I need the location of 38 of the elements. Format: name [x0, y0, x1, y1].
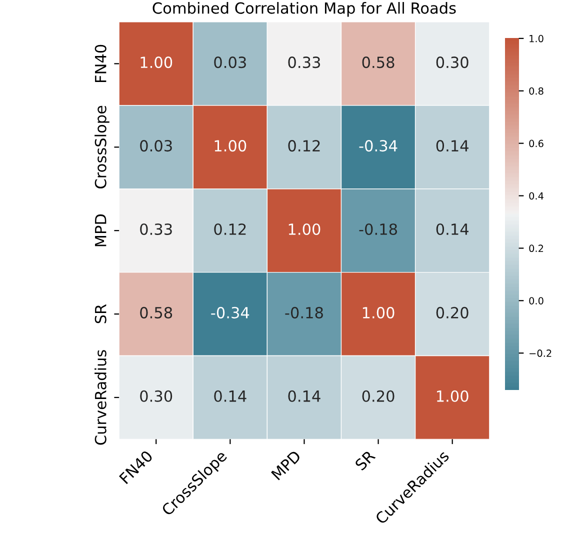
data-label: 0.58 — [140, 306, 172, 318]
y-tick-label: CrossSlope — [94, 106, 110, 188]
data-label: 0.14 — [214, 390, 246, 402]
data-label: 0.12 — [214, 223, 246, 236]
data-label: 0.30 — [140, 390, 172, 402]
y-tick-label: MPD — [95, 214, 106, 246]
data-label: 1.00 — [140, 56, 172, 68]
data-label: 0.30 — [436, 56, 468, 68]
data-label: -0.34 — [211, 306, 250, 318]
data-label: -0.34 — [359, 140, 398, 152]
y-tick-label: SR — [94, 304, 106, 324]
data-label: 1.00 — [214, 140, 246, 152]
data-label: 0.03 — [140, 140, 172, 152]
chart-title: Combined Correlation Map for All Roads — [152, 2, 456, 17]
data-label: 0.12 — [288, 140, 320, 152]
data-label: 0.33 — [288, 56, 320, 68]
data-label: 0.20 — [362, 390, 394, 402]
data-label: 1.00 — [437, 390, 468, 402]
color-bar-label: 1.0 — [530, 34, 544, 42]
data-label: 0.14 — [436, 223, 468, 236]
data-label: 1.00 — [362, 306, 394, 318]
data-label: 0.14 — [288, 390, 320, 402]
data-label: 0.33 — [140, 223, 172, 236]
data-label: 1.00 — [288, 223, 320, 236]
data-label: 0.58 — [362, 56, 394, 68]
color-bar-label: 0.8 — [529, 87, 544, 95]
data-label: 0.20 — [436, 306, 468, 318]
color-bar-label: 0.6 — [529, 140, 544, 148]
data-label: -0.18 — [285, 306, 323, 318]
data-label: 0.03 — [214, 56, 246, 68]
data-label: 0.14 — [436, 140, 468, 152]
data-label: -0.18 — [359, 223, 397, 236]
x-tick-label: SR — [354, 449, 376, 471]
color-bar-label: 0.0 — [529, 297, 544, 304]
color-bar-label: 0.4 — [529, 192, 544, 200]
y-tick-label: FN40 — [94, 44, 106, 82]
color-bar-label: −0.2 — [530, 350, 552, 357]
color-bar-label: 0.2 — [529, 244, 544, 252]
